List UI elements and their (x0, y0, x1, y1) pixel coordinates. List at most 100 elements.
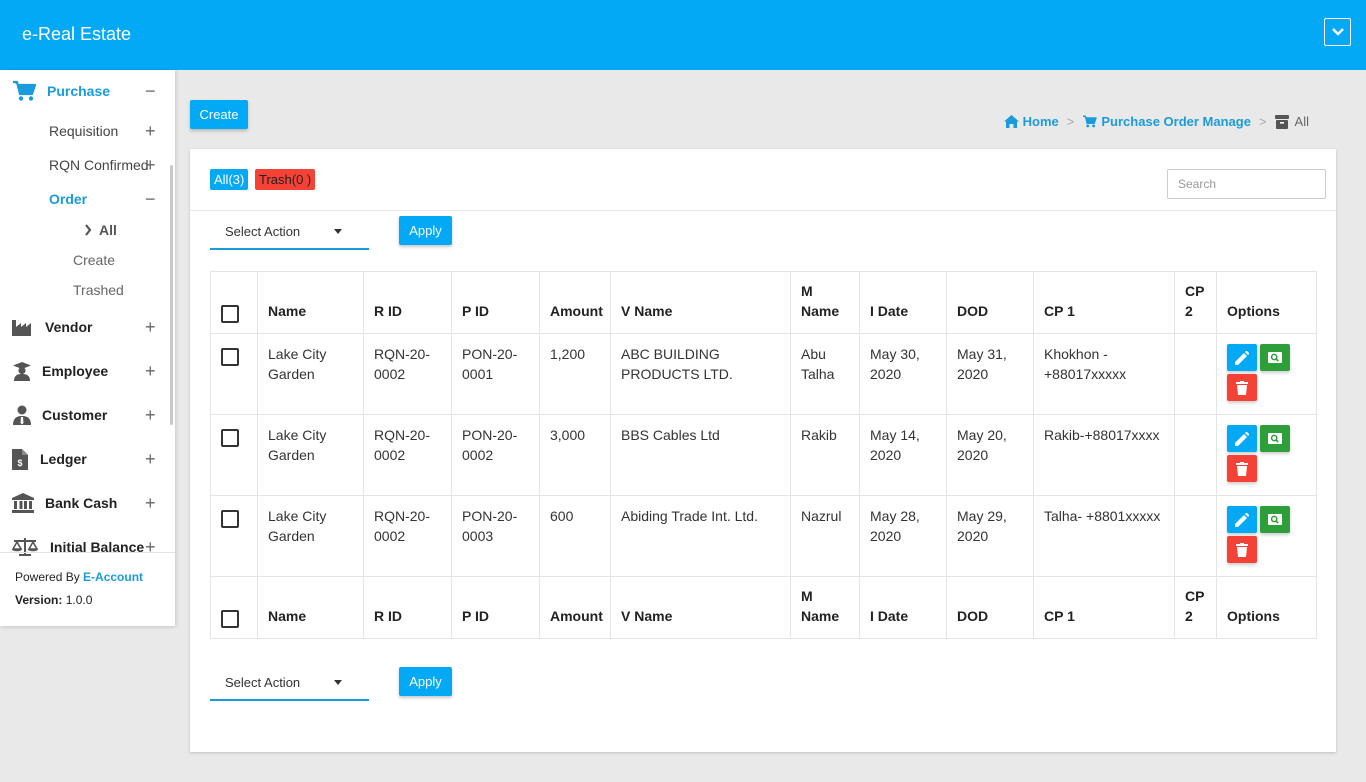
cell-dod: May 29, 2020 (946, 495, 1034, 577)
powered-by-label: Powered By (15, 570, 80, 584)
invoice-dollar-icon: $ (12, 448, 28, 470)
filter-trash-tag[interactable]: Trash(0 ) (255, 169, 316, 190)
apply-button-bottom[interactable]: Apply (399, 667, 452, 696)
column-footer-name[interactable]: Name (257, 576, 364, 639)
filter-all-tag[interactable]: All(3) (210, 169, 249, 190)
sidebar-item-order-create[interactable]: Create (0, 247, 175, 273)
orders-table: Name R ID P ID Amount V Name M Name I Dat… (210, 271, 1317, 639)
row-checkbox[interactable] (221, 348, 239, 367)
column-header-cp2[interactable]: CP 2 (1174, 271, 1217, 334)
cart-icon (12, 80, 36, 102)
view-button[interactable] (1260, 344, 1290, 371)
column-header-mname[interactable]: M Name (790, 271, 860, 334)
cell-cp1: Khokhon -+88017xxxxx (1033, 333, 1175, 415)
cell-pid: PON-20-0003 (451, 495, 540, 577)
delete-button[interactable] (1227, 374, 1257, 401)
column-footer-rid[interactable]: R ID (363, 576, 452, 639)
sidebar-item-purchase[interactable]: Purchase − (0, 78, 175, 104)
column-footer-pid[interactable]: P ID (451, 576, 540, 639)
column-footer-mname[interactable]: M Name (790, 576, 860, 639)
row-select-cell (210, 414, 258, 496)
select-action-value: Select Action (225, 675, 301, 690)
cell-dod: May 31, 2020 (946, 333, 1034, 415)
balance-scale-icon (12, 538, 38, 556)
breadcrumb-separator: > (1258, 114, 1267, 129)
row-checkbox[interactable] (221, 429, 239, 448)
view-button[interactable] (1260, 506, 1290, 533)
breadcrumb-section-label: Purchase Order Manage (1101, 114, 1251, 129)
column-header-name[interactable]: Name (257, 271, 364, 334)
breadcrumb-section[interactable]: Purchase Order Manage (1082, 114, 1251, 129)
breadcrumb-home[interactable]: Home (1003, 114, 1059, 129)
breadcrumb-current: All (1274, 114, 1309, 129)
column-footer-dod[interactable]: DOD (946, 576, 1034, 639)
column-header-idate[interactable]: I Date (859, 271, 947, 334)
select-all-checkbox[interactable] (221, 305, 239, 323)
cell-cp1: Talha- +8801xxxxx (1033, 495, 1175, 577)
sidebar-item-rqn-confirmed[interactable]: RQN Confirmed + (0, 152, 175, 178)
orders-card: All(3) Trash(0 ) Select Action Apply Nam… (190, 149, 1336, 752)
select-all-cell (210, 576, 258, 639)
column-header-options: Options (1216, 271, 1317, 334)
cell-cp2 (1174, 414, 1217, 496)
bulk-action-select-bottom[interactable]: Select Action (210, 666, 369, 701)
cart-icon (1083, 115, 1098, 128)
sidebar-item-order-trashed[interactable]: Trashed (0, 277, 175, 303)
sidebar-divider (0, 552, 175, 553)
column-footer-amount[interactable]: Amount (539, 576, 611, 639)
expand-icon: + (145, 537, 156, 557)
view-button[interactable] (1260, 425, 1290, 452)
delete-button[interactable] (1227, 455, 1257, 482)
sidebar-item-order-all[interactable]: All (0, 217, 175, 243)
sidebar-item-requisition[interactable]: Requisition + (0, 118, 175, 144)
cell-dod: May 20, 2020 (946, 414, 1034, 496)
search-input[interactable] (1167, 169, 1326, 199)
sidebar-item-initial-balance[interactable]: Initial Balance + (0, 534, 175, 560)
edit-button[interactable] (1227, 506, 1257, 533)
bank-icon (12, 493, 34, 513)
sidebar: Purchase − Requisition + RQN Confirmed +… (0, 70, 175, 626)
edit-button[interactable] (1227, 425, 1257, 452)
column-footer-cp2[interactable]: CP 2 (1174, 576, 1217, 639)
sidebar-item-customer[interactable]: Customer + (0, 402, 175, 428)
svg-text:$: $ (17, 458, 22, 468)
brand-link[interactable]: E-Account (83, 570, 144, 584)
expand-icon: + (145, 493, 156, 513)
sidebar-item-ledger[interactable]: $ Ledger + (0, 446, 175, 472)
column-footer-vname[interactable]: V Name (610, 576, 791, 639)
cell-rid: RQN-20-0002 (363, 333, 452, 415)
column-header-pid[interactable]: P ID (451, 271, 540, 334)
delete-button[interactable] (1227, 536, 1257, 563)
edit-button[interactable] (1227, 344, 1257, 371)
chevron-right-icon (84, 224, 92, 236)
column-footer-cp1[interactable]: CP 1 (1033, 576, 1175, 639)
apply-button-top[interactable]: Apply (399, 216, 452, 245)
pencil-icon (1235, 512, 1249, 527)
row-checkbox[interactable] (221, 510, 239, 529)
bulk-action-select-top[interactable]: Select Action (210, 215, 369, 250)
column-header-rid[interactable]: R ID (363, 271, 452, 334)
caret-down-icon (334, 229, 342, 234)
sidebar-item-label: Requisition (49, 123, 119, 139)
sidebar-item-label: RQN Confirmed (49, 157, 149, 173)
sidebar-item-bank-cash[interactable]: Bank Cash + (0, 490, 175, 516)
create-button[interactable]: Create (190, 100, 248, 129)
sidebar-item-label: All (99, 222, 117, 238)
column-header-dod[interactable]: DOD (946, 271, 1034, 334)
column-header-vname[interactable]: V Name (610, 271, 791, 334)
sidebar-item-label: Trashed (73, 282, 124, 298)
cell-mname: Rakib (790, 414, 860, 496)
cell-name: Lake City Garden (257, 495, 364, 577)
select-all-checkbox-footer[interactable] (221, 610, 239, 628)
sidebar-item-vendor[interactable]: Vendor + (0, 314, 175, 340)
column-footer-mname-line1: M (801, 588, 813, 604)
column-header-amount[interactable]: Amount (539, 271, 611, 334)
column-header-cp1[interactable]: CP 1 (1033, 271, 1175, 334)
sidebar-item-employee[interactable]: Employee + (0, 358, 175, 384)
column-header-mname-line1: M (801, 283, 813, 299)
column-footer-idate[interactable]: I Date (859, 576, 947, 639)
sidebar-item-order[interactable]: Order − (0, 186, 175, 212)
breadcrumb-separator: > (1066, 114, 1075, 129)
sidebar-scrollbar[interactable] (170, 165, 173, 425)
menu-toggle-button[interactable] (1324, 18, 1351, 46)
